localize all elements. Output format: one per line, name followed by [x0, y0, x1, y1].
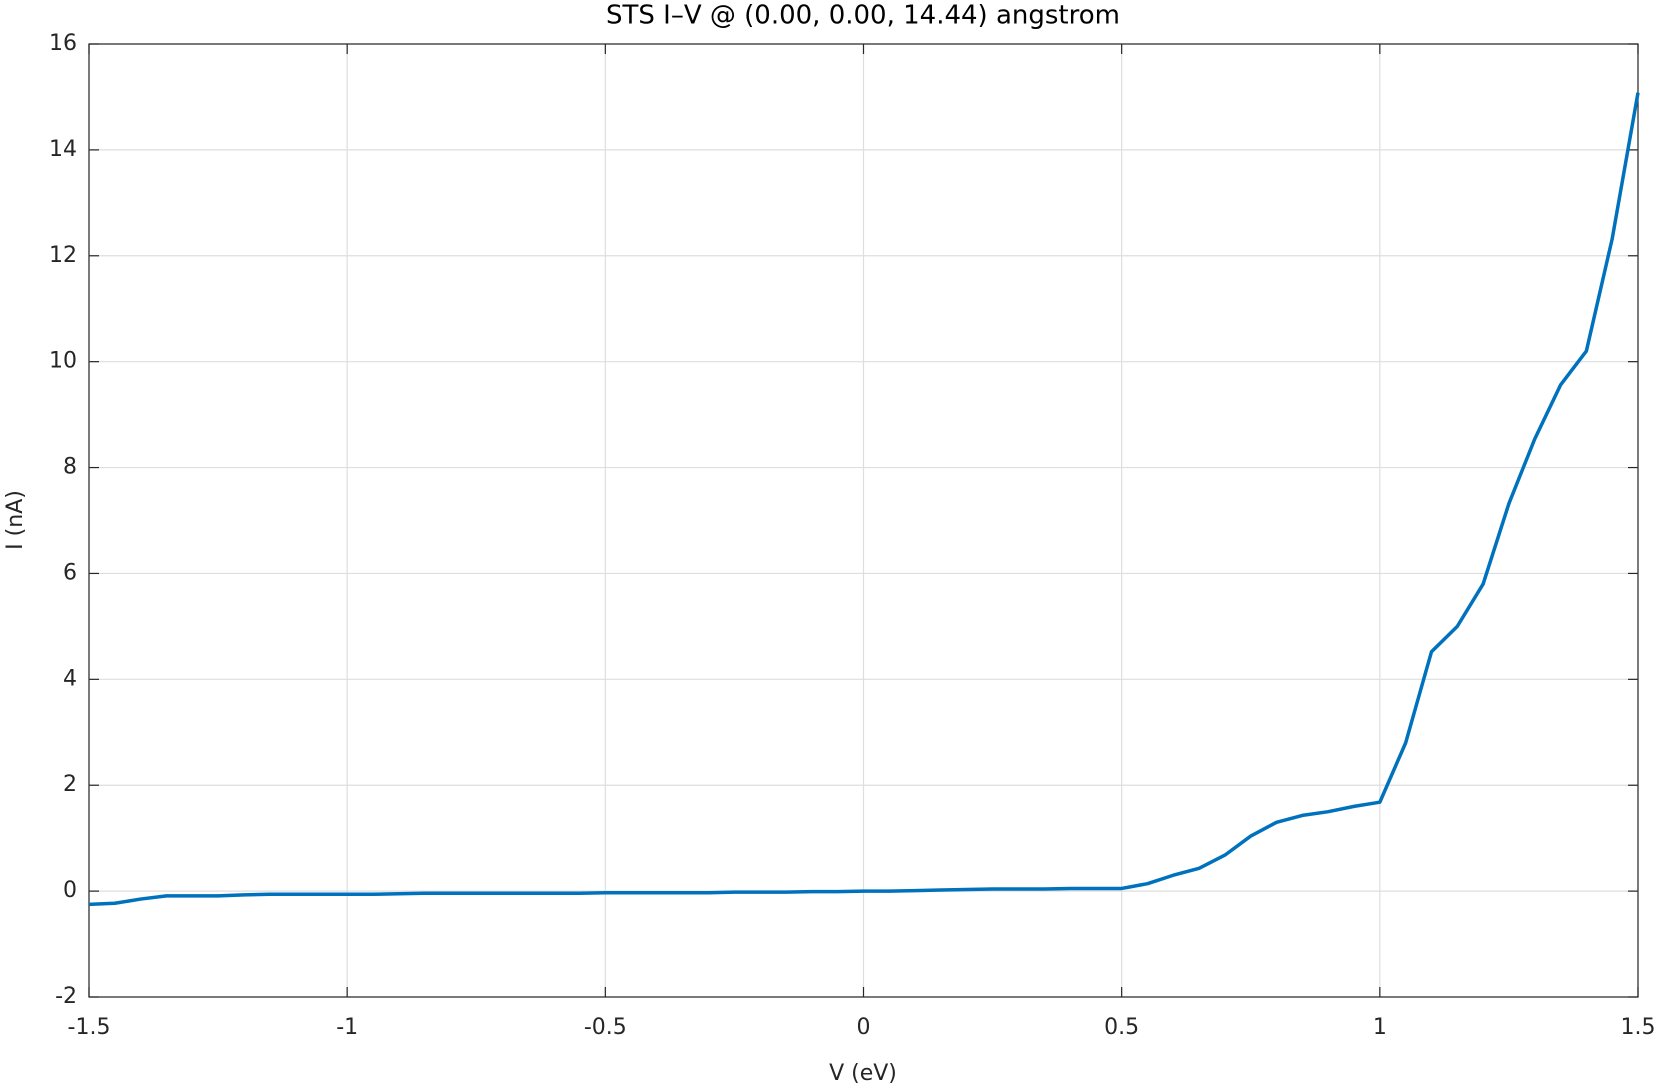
- y-tick-label: 2: [63, 772, 77, 797]
- x-tick-label: 0.5: [1104, 1015, 1139, 1040]
- x-tick-label: 0: [857, 1015, 871, 1040]
- y-tick-label: 0: [63, 878, 77, 903]
- plot-frame: [88, 43, 1639, 998]
- data-line: [88, 92, 1640, 907]
- x-tick-label: -0.5: [584, 1015, 627, 1040]
- x-tick-label: -1.5: [68, 1015, 111, 1040]
- x-tick-label: 1.5: [1621, 1015, 1656, 1040]
- y-tick-label: 4: [63, 666, 77, 691]
- chart-title: STS I–V @ (0.00, 0.00, 14.44) angstrom: [606, 1, 1120, 31]
- y-tick-label: 8: [63, 455, 77, 480]
- y-tick-label: 12: [49, 243, 77, 268]
- x-tick-label: 1: [1373, 1015, 1387, 1040]
- x-tick-label: -1: [336, 1015, 358, 1040]
- y-tick-label: 6: [63, 560, 77, 585]
- y-tick-label: -2: [55, 984, 77, 1009]
- y-tick-label: 16: [49, 31, 77, 56]
- y-axis-label: I (nA): [3, 490, 28, 550]
- x-axis-label: V (eV): [829, 1061, 897, 1086]
- y-tick-label: 14: [49, 137, 77, 162]
- y-tick-label: 10: [49, 349, 77, 374]
